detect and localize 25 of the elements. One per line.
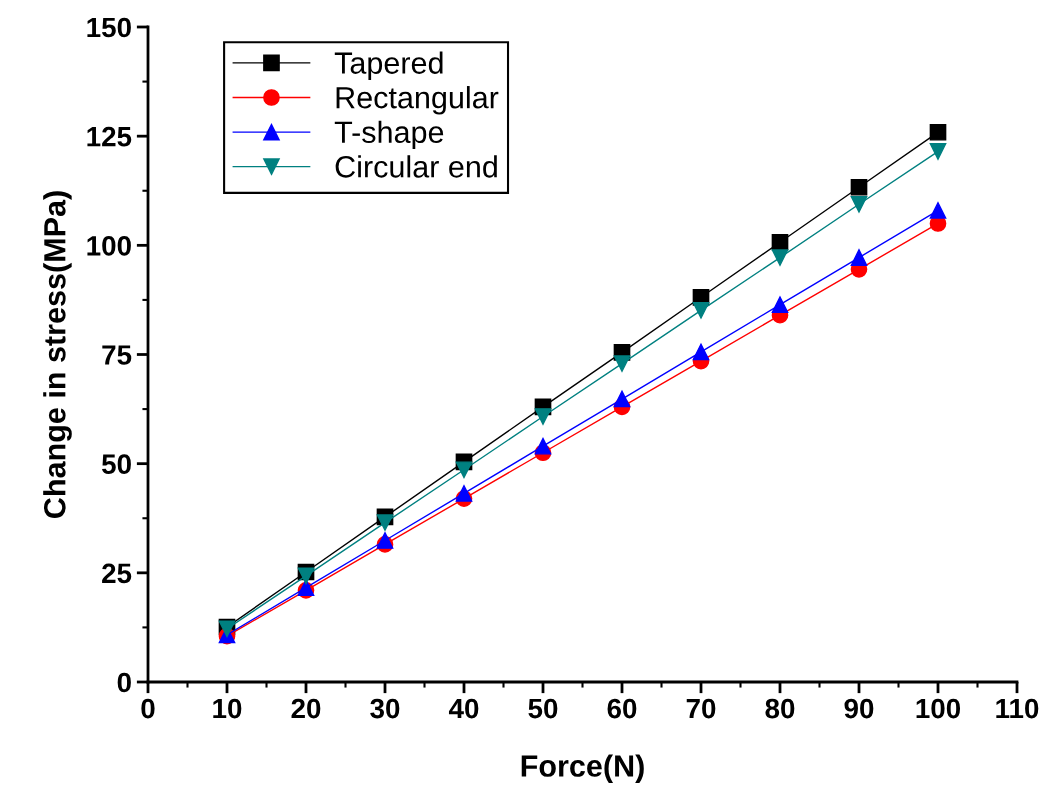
- x-tick-label: 70: [686, 698, 716, 719]
- x-tick-label: 10: [213, 698, 242, 719]
- y-tick-label: 25: [102, 563, 132, 584]
- x-tick-label: 40: [448, 698, 479, 719]
- legend-label: Tapered: [334, 51, 443, 80]
- x-tick-label: 100: [916, 698, 961, 719]
- y-tick-label: 0: [117, 672, 131, 693]
- x-tick-label: 30: [370, 698, 400, 719]
- legend-label: T-shape: [334, 120, 444, 150]
- legend-label: Rectangular: [336, 86, 499, 115]
- x-tick-label: 0: [141, 698, 155, 719]
- y-tick-label: 100: [87, 236, 131, 256]
- x-tick-label: 50: [528, 698, 558, 719]
- y-tick-label: 50: [101, 454, 131, 475]
- x-tick-label: 20: [291, 698, 321, 719]
- x-tick-label: 80: [765, 698, 795, 719]
- x-tick-label: 90: [844, 698, 874, 719]
- legend-label: Circular end: [335, 155, 497, 178]
- x-tick-label: 60: [607, 698, 637, 719]
- y-tick-label: 150: [87, 17, 131, 38]
- x-axis-title: Force(N): [521, 754, 644, 783]
- y-tick-label: 125: [87, 126, 132, 147]
- y-tick-label: 75: [102, 345, 132, 365]
- y-axis-title: Change in stress(MPa): [43, 191, 72, 518]
- x-tick-label: 110: [996, 698, 1039, 719]
